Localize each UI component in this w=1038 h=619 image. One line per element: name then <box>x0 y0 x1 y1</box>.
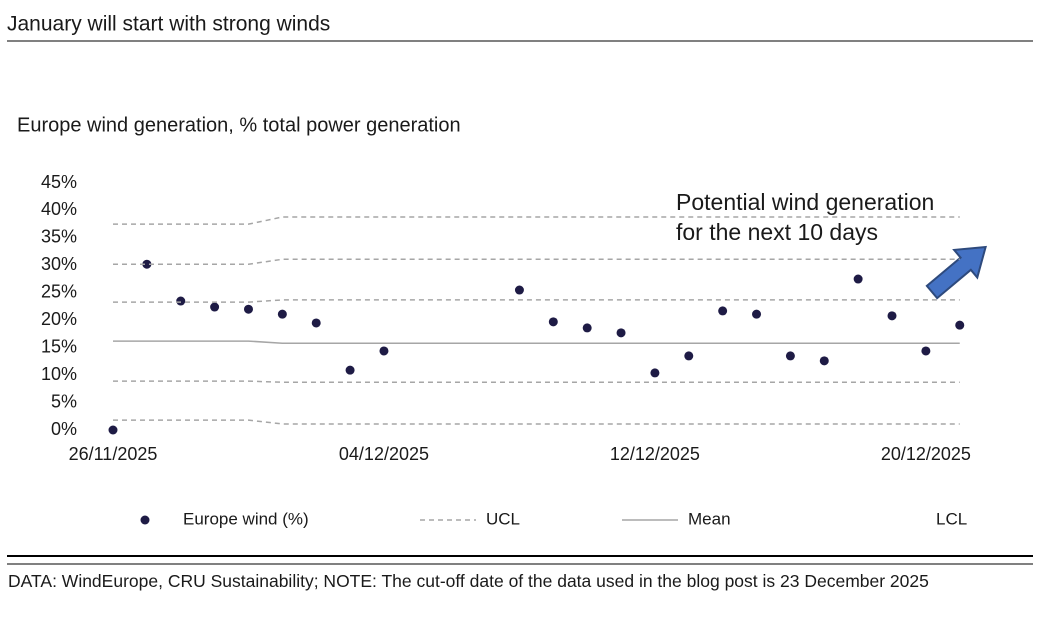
y-tick-label: 10% <box>41 364 77 384</box>
data-point <box>616 328 626 338</box>
data-point <box>684 351 694 361</box>
mean-line <box>113 340 960 345</box>
legend-label: Europe wind (%) <box>183 509 309 528</box>
y-tick-label: 15% <box>41 336 77 356</box>
y-tick-label: 20% <box>41 309 77 329</box>
legend-label: UCL <box>486 509 520 528</box>
data-point <box>887 311 897 321</box>
legend-marker <box>140 515 150 525</box>
data-point <box>548 317 558 327</box>
x-tick-label: 04/12/2025 <box>339 444 429 464</box>
y-tick-label: 35% <box>41 227 77 247</box>
legend-label: LCL <box>936 509 967 528</box>
chart-subtitle: Europe wind generation, % total power ge… <box>17 114 461 136</box>
x-tick-label: 20/12/2025 <box>881 444 971 464</box>
data-point <box>142 259 152 269</box>
data-point <box>785 351 795 361</box>
y-tick-label: 30% <box>41 254 77 274</box>
data-point <box>210 302 220 312</box>
chart: January will start with strong winds Eur… <box>7 13 1033 565</box>
data-point <box>718 306 728 316</box>
data-point <box>379 346 389 356</box>
control-line <box>113 258 960 265</box>
data-point <box>311 318 321 328</box>
data-point <box>345 365 355 375</box>
arrow <box>925 245 987 300</box>
control-line <box>113 380 960 383</box>
x-tick-label: 26/11/2025 <box>69 444 158 464</box>
annotation: for the next 10 days <box>676 219 878 245</box>
data-point <box>955 320 965 330</box>
data-point <box>819 356 829 366</box>
y-tick-label: 45% <box>41 172 77 192</box>
y-tick-label: 5% <box>51 391 77 411</box>
control-line <box>113 419 960 425</box>
data-point <box>108 425 118 435</box>
data-point <box>277 309 287 319</box>
y-tick-label: 0% <box>51 419 77 439</box>
data-point <box>514 285 524 295</box>
data-point <box>243 304 253 314</box>
control-line <box>113 216 960 225</box>
chart-title: January will start with strong winds <box>7 13 330 36</box>
data-point <box>853 274 863 284</box>
data-point <box>752 309 762 319</box>
y-tick-label: 40% <box>41 199 77 219</box>
data-point <box>921 346 931 356</box>
y-tick-label: 25% <box>41 282 77 302</box>
annotation: Potential wind generation <box>676 189 934 215</box>
legend-label: Mean <box>688 509 731 528</box>
control-line <box>113 299 960 303</box>
data-point <box>176 296 186 306</box>
data-point <box>582 323 592 333</box>
x-tick-label: 12/12/2025 <box>610 444 700 464</box>
data-point <box>650 368 660 378</box>
footnote: DATA: WindEurope, CRU Sustainability; NO… <box>8 571 929 591</box>
